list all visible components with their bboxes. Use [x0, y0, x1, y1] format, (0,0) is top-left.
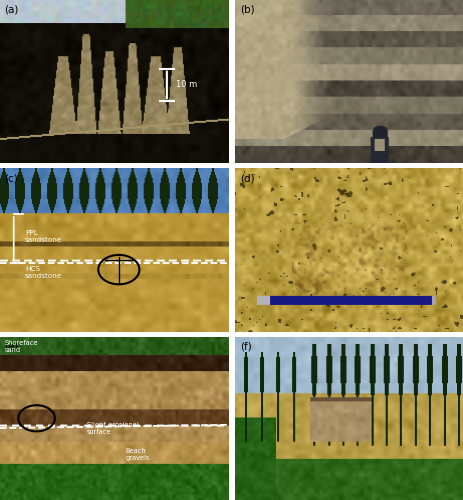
Text: 10 m: 10 m — [175, 80, 197, 90]
Text: Beach
gravels: Beach gravels — [125, 448, 150, 460]
Text: (c): (c) — [5, 173, 18, 183]
Text: PPL
sandstone: PPL sandstone — [25, 230, 62, 243]
Text: Shoreface
sand: Shoreface sand — [5, 340, 38, 353]
Text: HCS
sandstone: HCS sandstone — [25, 266, 62, 280]
Text: (e): (e) — [5, 342, 19, 351]
Text: Slight erosional
surface: Slight erosional surface — [87, 422, 138, 434]
Text: (b): (b) — [239, 5, 254, 15]
Text: (d): (d) — [239, 173, 254, 183]
Text: (f): (f) — [239, 342, 251, 351]
Text: (a): (a) — [5, 5, 19, 15]
